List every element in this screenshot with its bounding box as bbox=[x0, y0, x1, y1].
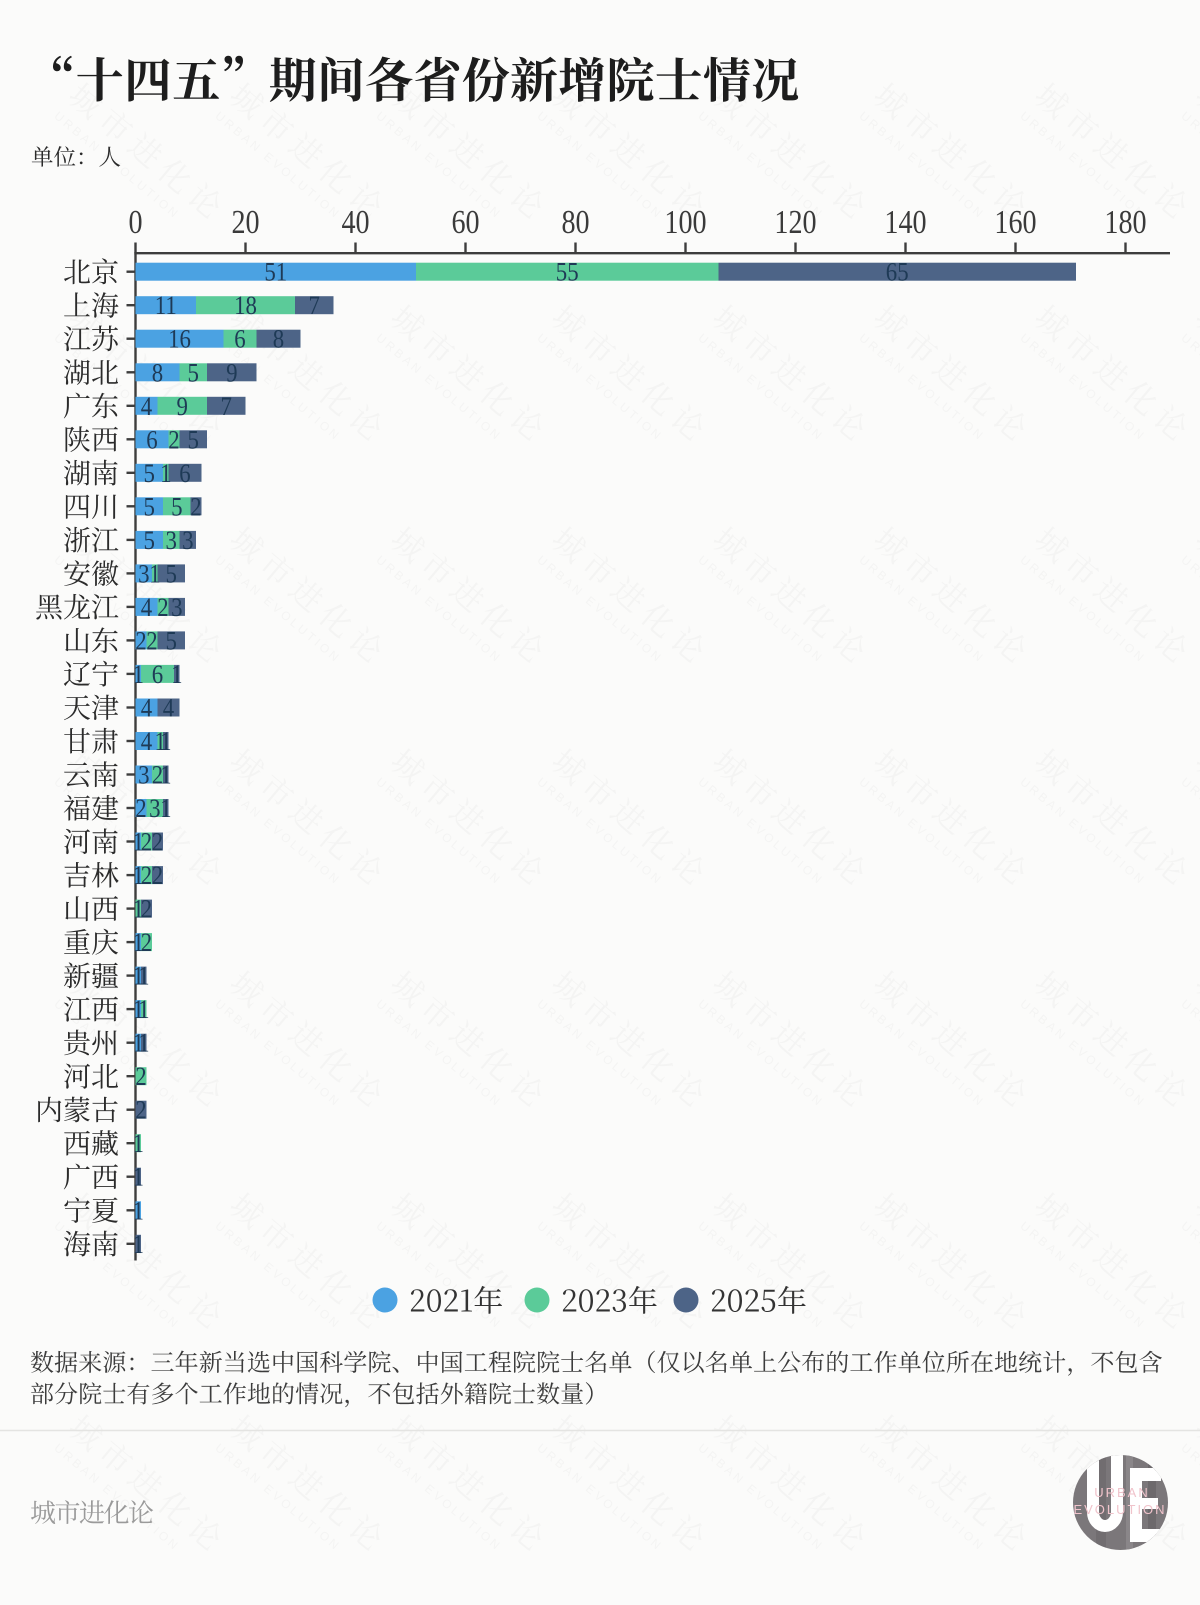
svg-text:180: 180 bbox=[1104, 203, 1146, 241]
svg-text:1: 1 bbox=[132, 1231, 143, 1260]
svg-text:140: 140 bbox=[884, 203, 926, 241]
svg-text:51: 51 bbox=[264, 258, 287, 287]
svg-text:100: 100 bbox=[664, 203, 706, 241]
svg-text:1: 1 bbox=[138, 1029, 149, 1058]
svg-text:2: 2 bbox=[168, 426, 179, 455]
svg-text:9: 9 bbox=[176, 393, 187, 422]
svg-text:4: 4 bbox=[163, 694, 174, 723]
svg-text:1: 1 bbox=[160, 761, 171, 790]
svg-text:3: 3 bbox=[182, 527, 193, 556]
svg-text:55: 55 bbox=[556, 258, 579, 287]
svg-text:1: 1 bbox=[132, 895, 143, 924]
svg-text:5: 5 bbox=[187, 359, 198, 388]
svg-text:2: 2 bbox=[135, 1063, 146, 1092]
svg-text:7: 7 bbox=[308, 292, 319, 321]
svg-text:2: 2 bbox=[190, 493, 201, 522]
svg-text:1: 1 bbox=[132, 862, 143, 891]
svg-text:1: 1 bbox=[132, 962, 143, 991]
svg-text:80: 80 bbox=[561, 203, 589, 241]
svg-text:1: 1 bbox=[132, 661, 143, 690]
svg-text:3: 3 bbox=[171, 594, 182, 623]
svg-text:5: 5 bbox=[143, 493, 154, 522]
svg-text:9: 9 bbox=[226, 359, 237, 388]
svg-text:1: 1 bbox=[160, 728, 171, 757]
svg-text:1: 1 bbox=[160, 460, 171, 489]
svg-text:6: 6 bbox=[234, 325, 245, 354]
svg-text:1: 1 bbox=[132, 1029, 143, 1058]
svg-text:URBAN: URBAN bbox=[1094, 1485, 1150, 1500]
svg-text:65: 65 bbox=[886, 258, 909, 287]
svg-text:5: 5 bbox=[143, 460, 154, 489]
svg-text:4: 4 bbox=[141, 594, 152, 623]
svg-text:1: 1 bbox=[132, 996, 143, 1025]
svg-text:1: 1 bbox=[154, 728, 165, 757]
svg-text:16: 16 bbox=[168, 325, 191, 354]
svg-text:6: 6 bbox=[152, 661, 163, 690]
svg-text:4: 4 bbox=[141, 393, 152, 422]
svg-text:3: 3 bbox=[138, 761, 149, 790]
svg-text:1: 1 bbox=[132, 828, 143, 857]
svg-text:8: 8 bbox=[152, 359, 163, 388]
svg-text:2: 2 bbox=[152, 862, 163, 891]
svg-text:EVOLUTION: EVOLUTION bbox=[1073, 1502, 1166, 1517]
svg-text:0: 0 bbox=[128, 203, 142, 241]
svg-text:2: 2 bbox=[152, 828, 163, 857]
svg-text:1: 1 bbox=[160, 795, 171, 824]
svg-text:1: 1 bbox=[138, 996, 149, 1025]
svg-text:3: 3 bbox=[165, 527, 176, 556]
svg-text:1: 1 bbox=[132, 1197, 143, 1226]
svg-text:2: 2 bbox=[141, 828, 152, 857]
svg-text:5: 5 bbox=[165, 627, 176, 656]
svg-text:5: 5 bbox=[165, 560, 176, 589]
svg-text:1: 1 bbox=[132, 1130, 143, 1159]
svg-text:4: 4 bbox=[141, 694, 152, 723]
svg-text:20: 20 bbox=[231, 203, 259, 241]
svg-text:5: 5 bbox=[171, 493, 182, 522]
svg-text:60: 60 bbox=[451, 203, 479, 241]
svg-text:5: 5 bbox=[143, 527, 154, 556]
svg-text:2: 2 bbox=[152, 761, 163, 790]
svg-text:5: 5 bbox=[187, 426, 198, 455]
svg-text:1: 1 bbox=[149, 560, 160, 589]
svg-text:1: 1 bbox=[132, 929, 143, 958]
svg-text:1: 1 bbox=[138, 962, 149, 991]
svg-text:6: 6 bbox=[179, 460, 190, 489]
svg-text:40: 40 bbox=[341, 203, 369, 241]
svg-text:2: 2 bbox=[135, 1096, 146, 1125]
svg-text:8: 8 bbox=[273, 325, 284, 354]
svg-text:2: 2 bbox=[146, 627, 157, 656]
svg-text:2: 2 bbox=[141, 895, 152, 924]
svg-text:2: 2 bbox=[141, 929, 152, 958]
svg-text:7: 7 bbox=[220, 393, 231, 422]
svg-text:160: 160 bbox=[994, 203, 1036, 241]
svg-text:2: 2 bbox=[157, 594, 168, 623]
svg-text:2: 2 bbox=[141, 862, 152, 891]
svg-text:3: 3 bbox=[138, 560, 149, 589]
svg-text:120: 120 bbox=[774, 203, 816, 241]
svg-text:4: 4 bbox=[141, 728, 152, 757]
svg-text:2: 2 bbox=[135, 627, 146, 656]
svg-text:1: 1 bbox=[132, 1163, 143, 1192]
svg-text:11: 11 bbox=[155, 292, 177, 321]
svg-text:2: 2 bbox=[135, 795, 146, 824]
svg-text:3: 3 bbox=[149, 795, 160, 824]
svg-text:1: 1 bbox=[171, 661, 182, 690]
svg-text:6: 6 bbox=[146, 426, 157, 455]
svg-text:18: 18 bbox=[234, 292, 257, 321]
